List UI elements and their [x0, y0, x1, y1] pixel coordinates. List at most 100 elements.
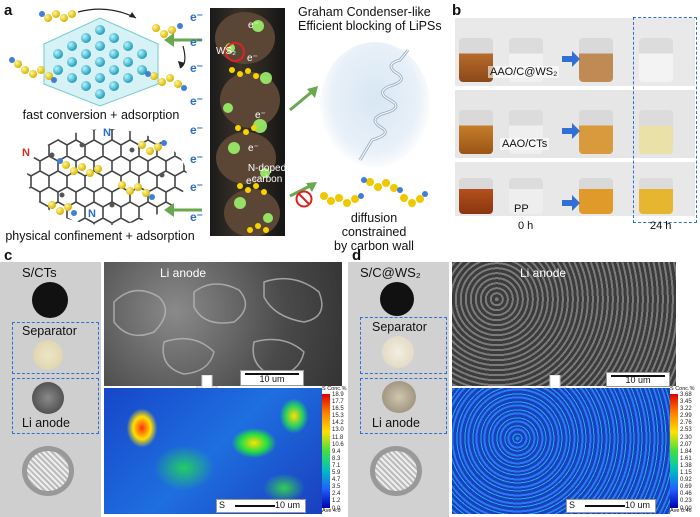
caption-physical-confinement: physical confinement + adsorption: [5, 229, 195, 243]
colorbar-tick: 2.4: [332, 491, 341, 498]
colorbar-ticks: 3.68 3.45 3.22 2.99 2.76 2.53 2.30 2.07 1.84 1.61…: [680, 392, 692, 513]
li-anode-disc: [32, 382, 64, 414]
scale-bar-sem: 10 um: [606, 372, 670, 387]
li-anode-box: [12, 378, 99, 434]
colorbar-tick: 2.30: [680, 434, 692, 441]
sem-title: Li anode: [520, 266, 567, 280]
electron-label: e⁻: [190, 123, 204, 137]
graham-condenser-text: Graham Condenser-like Efficient blocking…: [298, 5, 442, 33]
colorbar-tick: 5.9: [332, 470, 341, 477]
colorbar-tick: 2.07: [680, 441, 692, 448]
colorbar-tick: 2.53: [680, 427, 692, 434]
electron-label: e⁻: [190, 94, 204, 108]
sem-title: Li anode: [160, 266, 207, 280]
li-anode-label: Li anode: [372, 416, 420, 430]
row-label-pp: PP: [514, 203, 529, 215]
colorbar-tick: 1.38: [680, 462, 692, 469]
electron-label: e⁻: [247, 53, 258, 64]
sample-title: S/CTs: [22, 265, 57, 280]
colorbar-tick: 13.0: [332, 427, 344, 434]
panel-b-label: b: [452, 2, 462, 19]
colorbar-tick: 0.23: [680, 498, 692, 505]
row-label-aao-cws2: AAO/C@WS₂: [488, 66, 560, 78]
n-atom-label: N: [103, 127, 111, 139]
panel-a-label: a: [4, 2, 13, 19]
colorbar-tick: 3.68: [680, 392, 692, 398]
colorbar-tick: 0.92: [680, 477, 692, 484]
spring-disc: [370, 446, 422, 496]
diffusion-text: diffusion constrained by carbon wall: [334, 211, 414, 253]
time-label-24h: 24 h: [650, 220, 672, 232]
colorbar-tick: 7.1: [332, 462, 341, 469]
caption-fast-conversion: fast conversion + adsorption: [22, 108, 180, 122]
separator-label: Separator: [22, 324, 77, 338]
colorbar-tick: 16.5: [332, 406, 344, 413]
scale-bar-sem: 10 um: [240, 370, 304, 386]
panel-d-label: d: [352, 247, 362, 264]
electron-label: e⁻: [190, 180, 204, 194]
separator-disc: [382, 336, 414, 368]
colorbar-tick: 0.46: [680, 491, 692, 498]
electron-label: e⁻: [190, 10, 204, 24]
colorbar-tick: 3.22: [680, 406, 692, 413]
colorbar-tick: 9.4: [332, 448, 341, 455]
colorbar-tick: 1.84: [680, 448, 692, 455]
colorbar-tick: 3.45: [680, 399, 692, 406]
electron-label: e⁻: [190, 61, 204, 75]
electron-label: e⁻: [190, 152, 204, 166]
panel-c-label: c: [4, 247, 13, 264]
li-anode-box: [360, 378, 447, 434]
colorbar-tick: 1.15: [680, 470, 692, 477]
n-atom-label: N: [22, 147, 30, 159]
green-arrow-icon: [164, 33, 202, 217]
colorbar-tick: 0.0: [332, 505, 341, 512]
colorbar-ticks: 18.9 17.7 16.5 15.3 14.2 13.0 11.8 10.6 9.4 8.3 7.…: [332, 392, 344, 513]
colorbar-tick: 0.00: [680, 505, 692, 512]
polysulfide-chain-illustration: [320, 177, 428, 207]
colorbar-tick: 3.5: [332, 484, 341, 491]
colorbar-tick: 11.8: [332, 434, 344, 441]
electron-label: e⁻: [190, 35, 204, 49]
green-arrow-icon: [289, 86, 318, 198]
highlight-24h-box: [633, 17, 697, 223]
colorbar-tick: 15.3: [332, 413, 344, 420]
colorbar-tick: 10.6: [332, 441, 344, 448]
colorbar-tick: 4.7: [332, 477, 341, 484]
n-doped-graphene-illustration: [27, 129, 187, 225]
spring-disc: [22, 446, 74, 496]
colorbar-tick: 1.2: [332, 498, 341, 505]
scale-bar-map: S 10 um: [216, 499, 306, 513]
separator-box: [360, 317, 447, 374]
blue-arrow-icon: [562, 51, 580, 211]
carbon-tube-illustration: [210, 8, 285, 237]
colorbar-tick: 14.2: [332, 420, 344, 427]
ws2-label: WS₂: [216, 46, 236, 57]
sem-image-c: [104, 262, 342, 386]
sem-image-d: [452, 262, 676, 386]
cathode-disc: [380, 282, 414, 316]
eds-map-d: [452, 388, 670, 514]
colorbar-tick: 17.7: [332, 399, 344, 406]
cathode-disc: [32, 282, 68, 318]
colorbar-tick: 8.3: [332, 455, 341, 462]
condenser-illustration: [320, 42, 430, 167]
row-label-aao-cts: AAO/CTs: [500, 138, 550, 150]
eds-map-c: [104, 388, 322, 514]
electron-label: e⁻: [255, 110, 266, 121]
colorbar-tick: 18.9: [332, 392, 344, 398]
separator-box: [12, 322, 99, 374]
n-doped-carbon-label: N-doped carbon: [247, 163, 287, 185]
colorbar-tick: 2.99: [680, 413, 692, 420]
electron-label: e⁻: [248, 20, 259, 31]
electron-label: e⁻: [248, 143, 259, 154]
no-entry-icon: [295, 190, 313, 208]
n-atom-label: N: [88, 208, 96, 220]
separator-label: Separator: [372, 320, 427, 334]
time-label-0h: 0 h: [518, 220, 534, 232]
colorbar-panel-d: S Conc.% 3.68 3.45 3.22 2.99 2.76 2.53 2.30 2.0…: [670, 386, 700, 516]
colorbar-tick: 1.61: [680, 455, 692, 462]
scale-bar-map: S 10 um: [566, 499, 656, 513]
li-anode-disc: [382, 381, 416, 413]
ws2-lattice-illustration: [9, 8, 187, 107]
colorbar-tick: 0.69: [680, 484, 692, 491]
